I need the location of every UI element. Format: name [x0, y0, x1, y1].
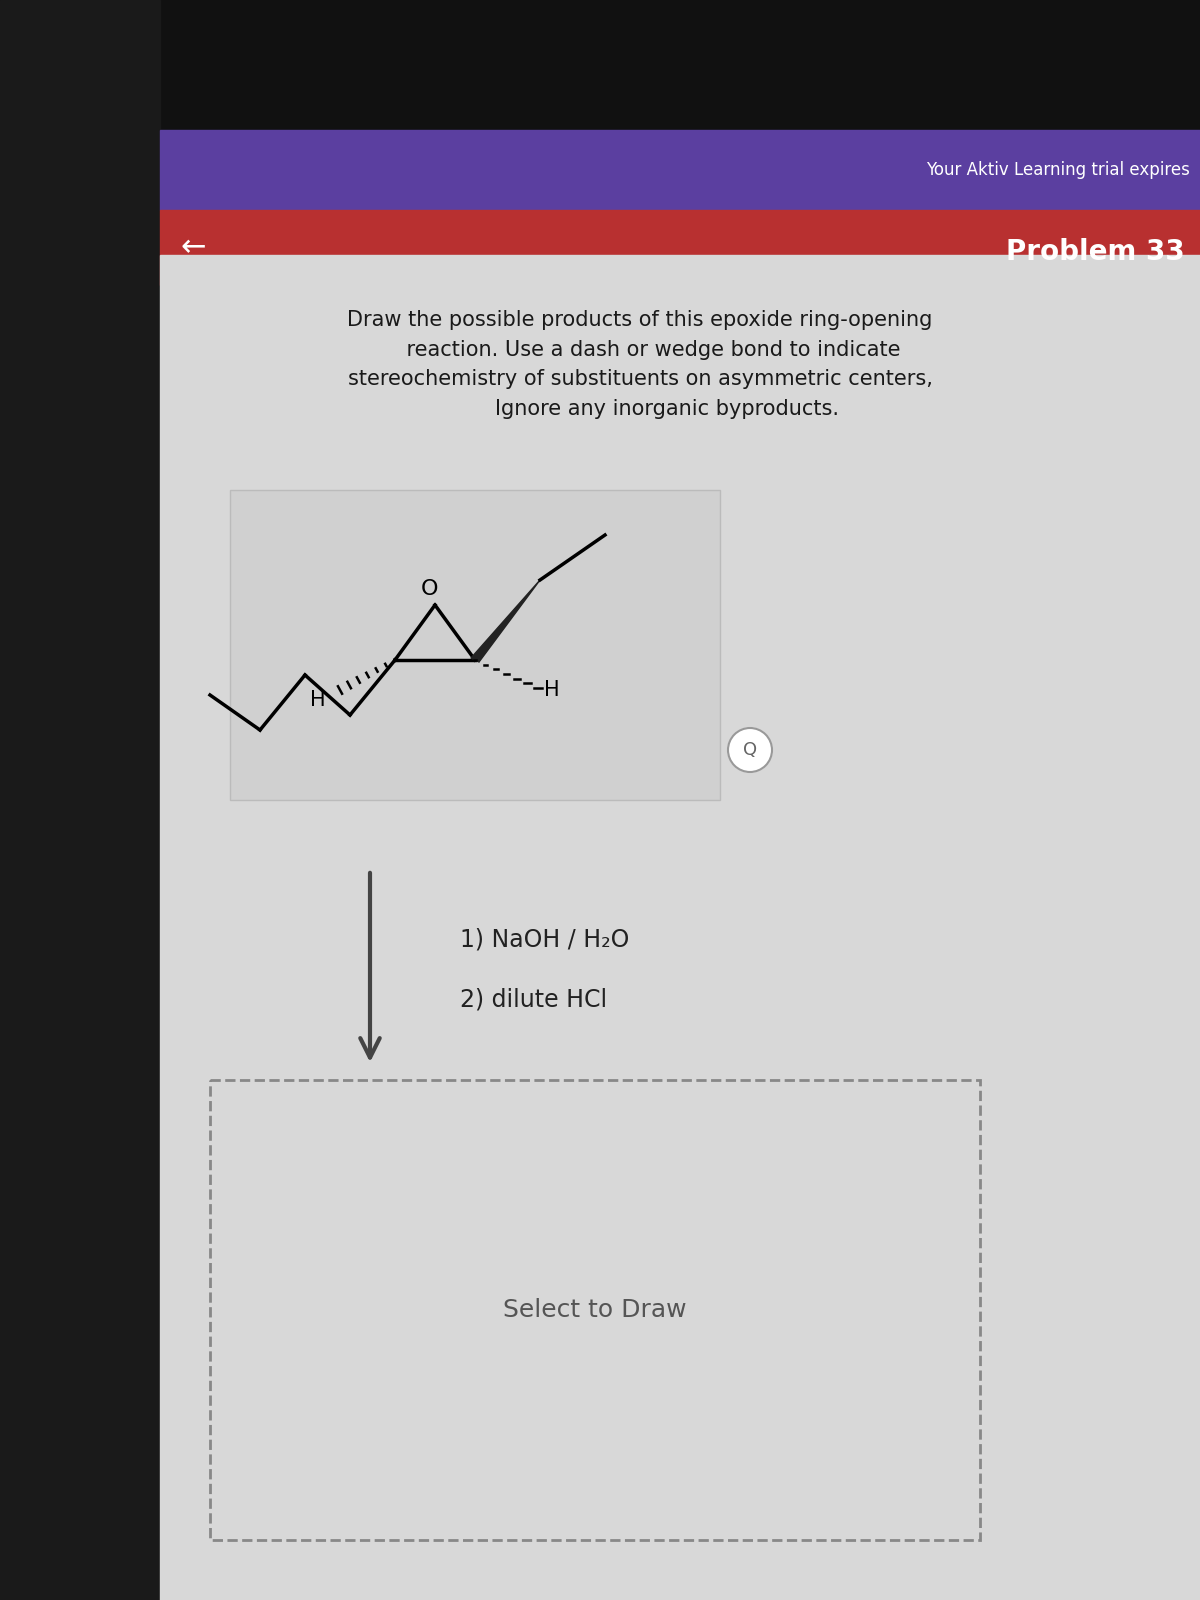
Text: H: H [311, 690, 326, 710]
Text: H: H [544, 680, 559, 701]
Circle shape [728, 728, 772, 773]
Bar [210, 1080, 980, 1539]
Text: Draw the possible products of this epoxide ring-opening
    reaction. Use a dash: Draw the possible products of this epoxi… [347, 310, 932, 419]
Text: Problem 33: Problem 33 [1007, 238, 1186, 267]
Text: 1) NaOH / H₂O: 1) NaOH / H₂O [460, 928, 629, 952]
Text: ←: ← [180, 234, 205, 262]
Bar [0, 0, 160, 1600]
Text: Your Aktiv Learning trial expires: Your Aktiv Learning trial expires [926, 162, 1190, 179]
Text: 2) dilute HCl: 2) dilute HCl [460, 987, 607, 1013]
Bar [230, 490, 720, 800]
Text: Select to Draw: Select to Draw [503, 1298, 686, 1322]
Text: O: O [421, 579, 439, 598]
Text: Q: Q [743, 741, 757, 758]
Bar [160, 210, 1200, 285]
Polygon shape [470, 579, 540, 662]
Bar [160, 254, 1200, 1600]
Bar [160, 130, 1200, 210]
